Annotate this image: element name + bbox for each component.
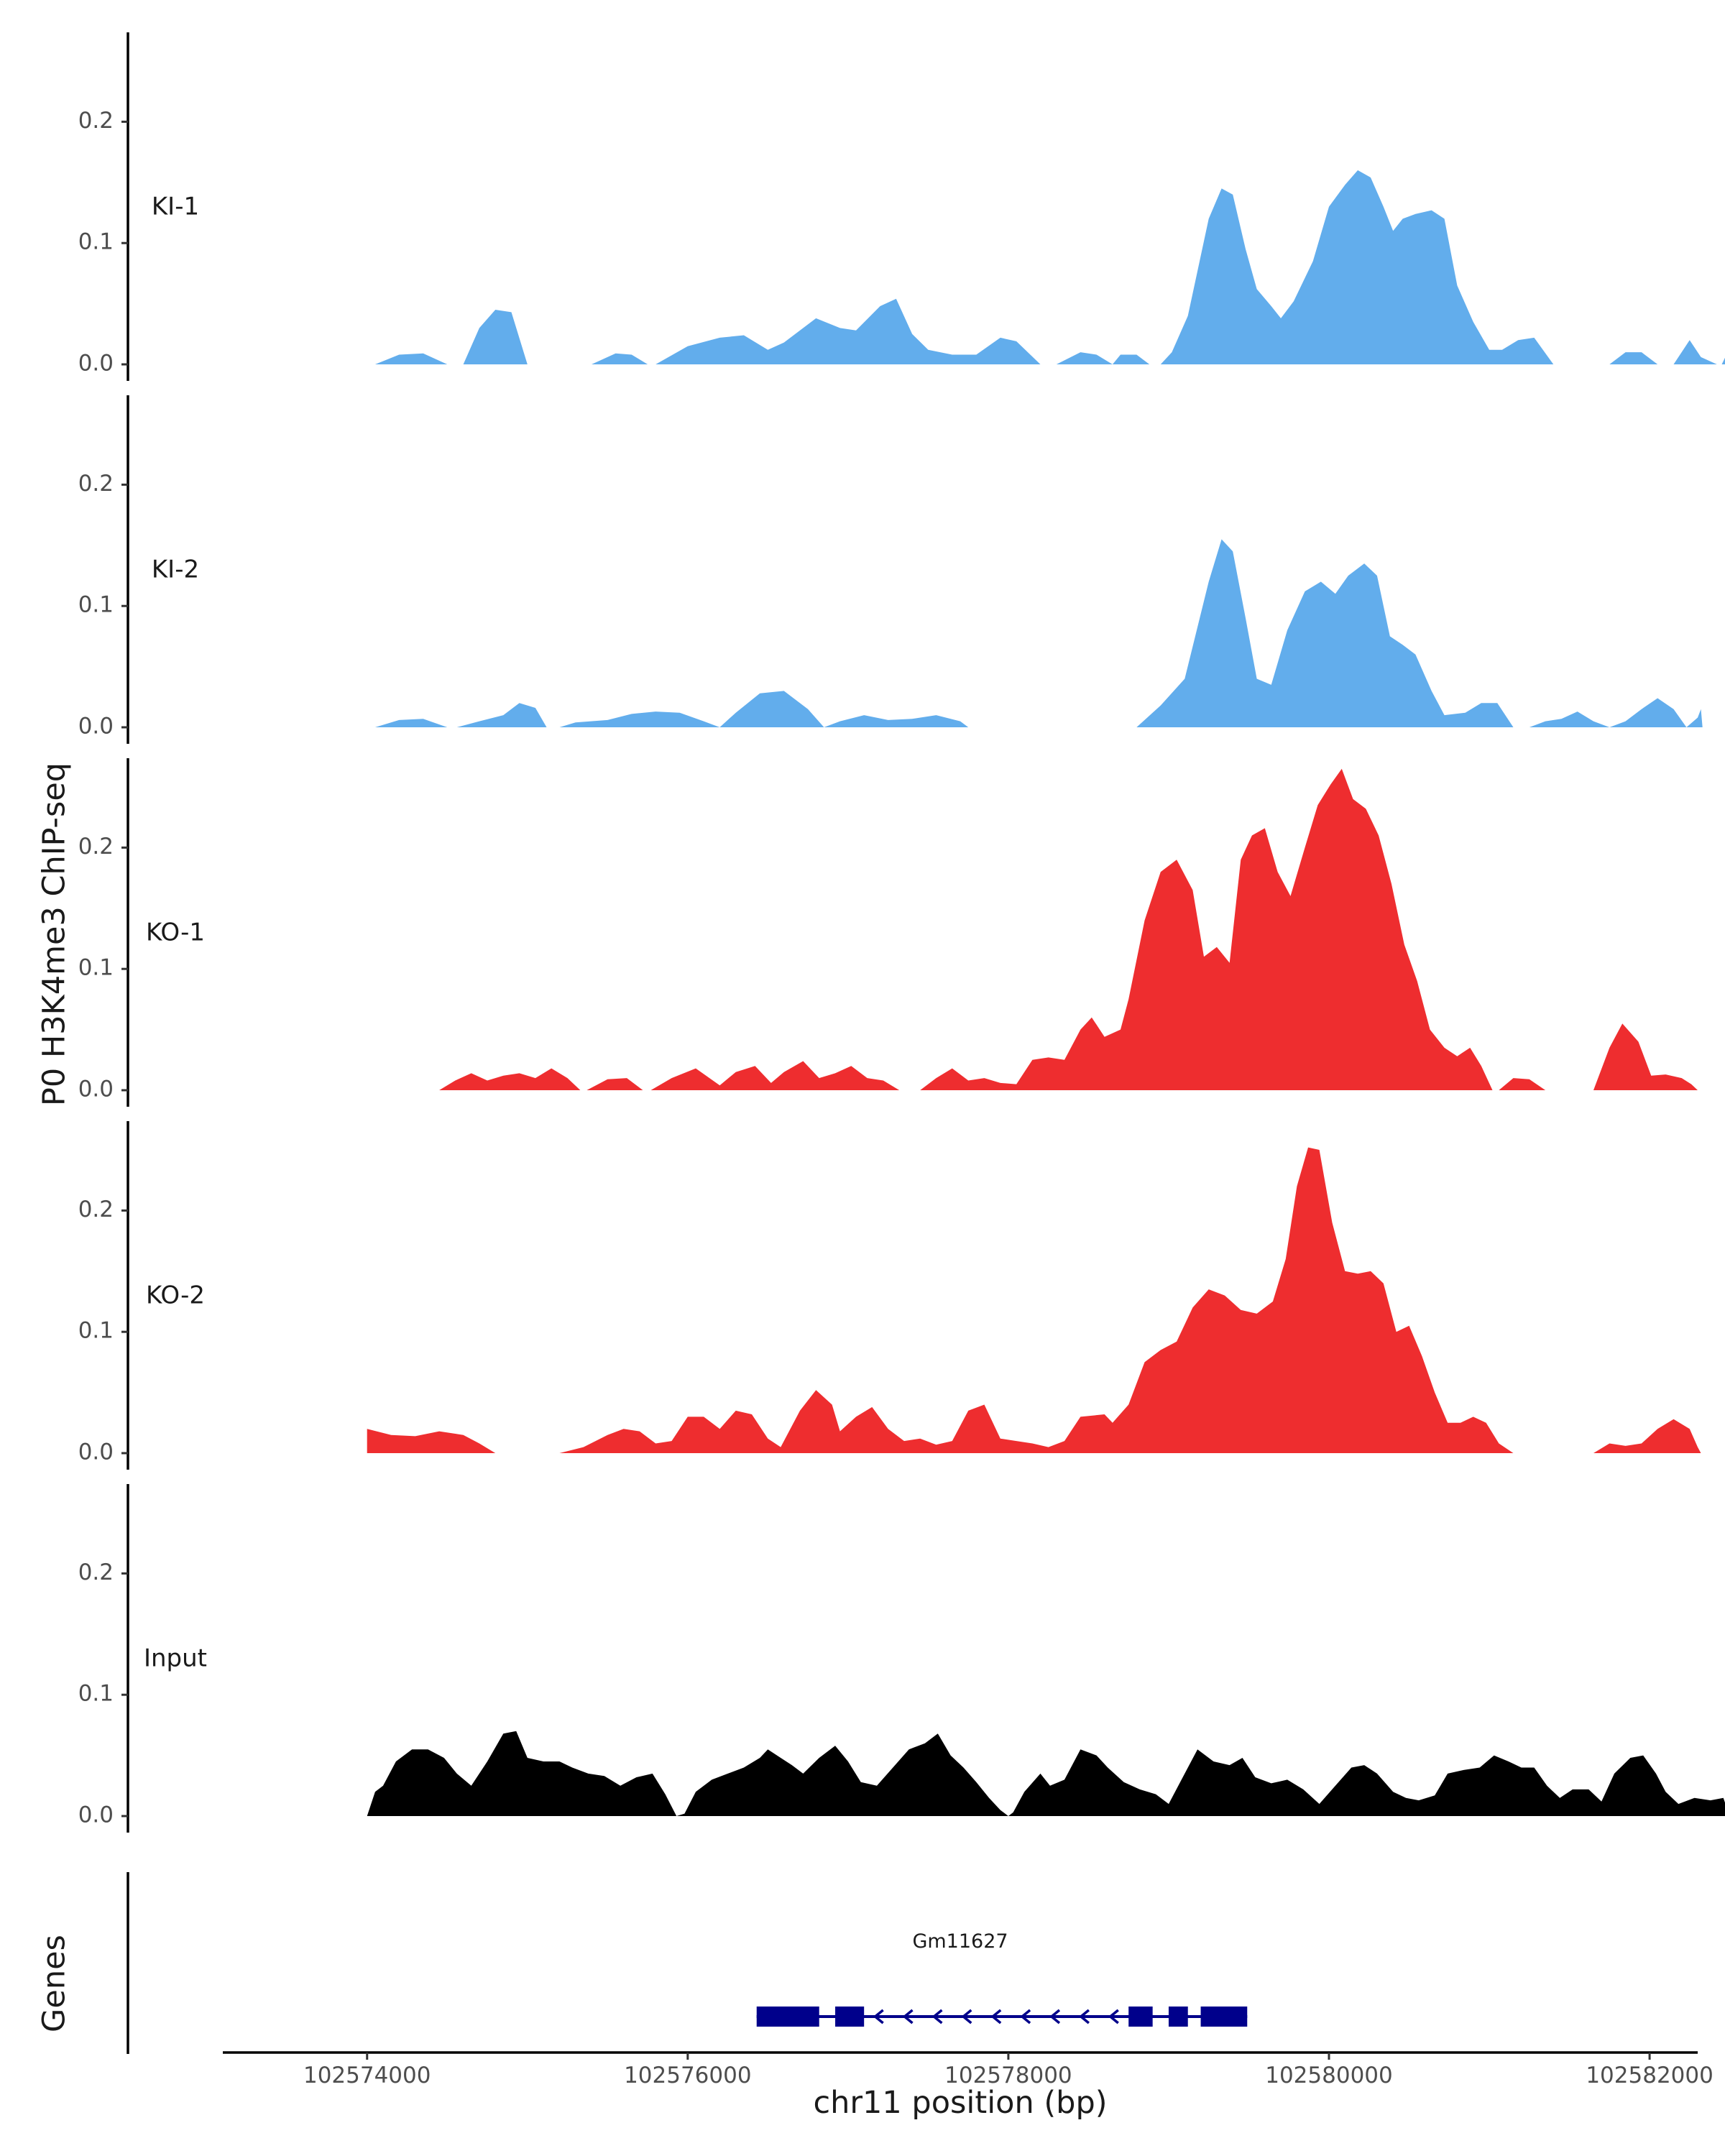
signal-area — [374, 170, 1725, 364]
strand-arrow — [990, 2009, 1002, 2024]
track-label: KI-1 — [152, 193, 199, 221]
x-tick-label: 102582000 — [1586, 2063, 1714, 2088]
gene-exon — [756, 2007, 819, 2027]
y-tick-label: 0.0 — [78, 1077, 114, 1102]
strand-arrow — [961, 2009, 972, 2024]
strand-arrow — [1049, 2009, 1061, 2024]
x-tick-label: 102574000 — [303, 2063, 431, 2088]
strand-arrow — [932, 2009, 943, 2024]
x-axis-title: chr11 position (bp) — [813, 2085, 1107, 2121]
signal-area — [374, 539, 1703, 727]
genes-axis-title: Genes — [37, 1935, 73, 2032]
track-label: Input — [144, 1644, 207, 1673]
signal-area — [367, 1731, 1725, 1816]
gene-exon — [1168, 2007, 1188, 2027]
track-ko-1: 0.0 0.1 0.2 KO-1 — [78, 758, 1698, 1107]
x-tick-label: 102580000 — [1265, 2063, 1393, 2088]
signal-area — [367, 1147, 1701, 1453]
gene-exon — [835, 2007, 865, 2027]
x-tick-label: 102578000 — [944, 2063, 1072, 2088]
strand-arrow — [873, 2009, 884, 2024]
strand-arrow — [1108, 2009, 1119, 2024]
y-tick-label: 0.2 — [78, 471, 114, 497]
y-tick-label: 0.1 — [78, 1318, 114, 1344]
y-tick-label: 0.1 — [78, 229, 114, 255]
gene-exon — [1128, 2007, 1153, 2027]
gene-exon — [1200, 2007, 1248, 2027]
strand-arrow — [902, 2009, 914, 2024]
track-ko-2: 0.0 0.1 0.2 KO-2 — [78, 1121, 1701, 1470]
track-ki-2: 0.0 0.1 0.2 KI-2 — [78, 395, 1703, 744]
track-label: KO-2 — [146, 1281, 205, 1310]
y-axis-title: P0 H3K4me3 ChIP-seq — [37, 763, 73, 1106]
track-label: KI-2 — [152, 556, 199, 584]
gene-track: Genes Gm11627 — [37, 1872, 1248, 2054]
track-ki-1: 0.0 0.1 0.2 KI-1 — [78, 32, 1725, 381]
y-tick-label: 0.2 — [78, 1560, 114, 1585]
strand-arrow — [1020, 2009, 1031, 2024]
signal-area — [439, 768, 1698, 1090]
x-tick-label: 102576000 — [624, 2063, 752, 2088]
y-tick-label: 0.1 — [78, 955, 114, 981]
y-tick-label: 0.1 — [78, 592, 114, 618]
gene-name-label: Gm11627 — [912, 1930, 1008, 1953]
y-tick-label: 0.0 — [78, 351, 114, 377]
y-tick-label: 0.2 — [78, 1197, 114, 1222]
y-tick-label: 0.1 — [78, 1681, 114, 1707]
track-label: KO-1 — [146, 918, 205, 947]
track-input: 0.0 0.1 0.2 Input — [78, 1484, 1725, 1833]
x-axis: chr11 position (bp) 102574000 102576000 10… — [223, 2051, 1714, 2121]
signal-tracks: 0.00.10.2KI-10.00.10.2KI-20.00.10.2KO-10… — [78, 32, 1725, 1833]
y-tick-label: 0.0 — [78, 1439, 114, 1465]
strand-arrow — [1079, 2009, 1090, 2024]
y-tick-label: 0.2 — [78, 834, 114, 860]
y-tick-label: 0.0 — [78, 714, 114, 740]
y-tick-label: 0.2 — [78, 108, 114, 134]
y-tick-label: 0.0 — [78, 1802, 114, 1828]
